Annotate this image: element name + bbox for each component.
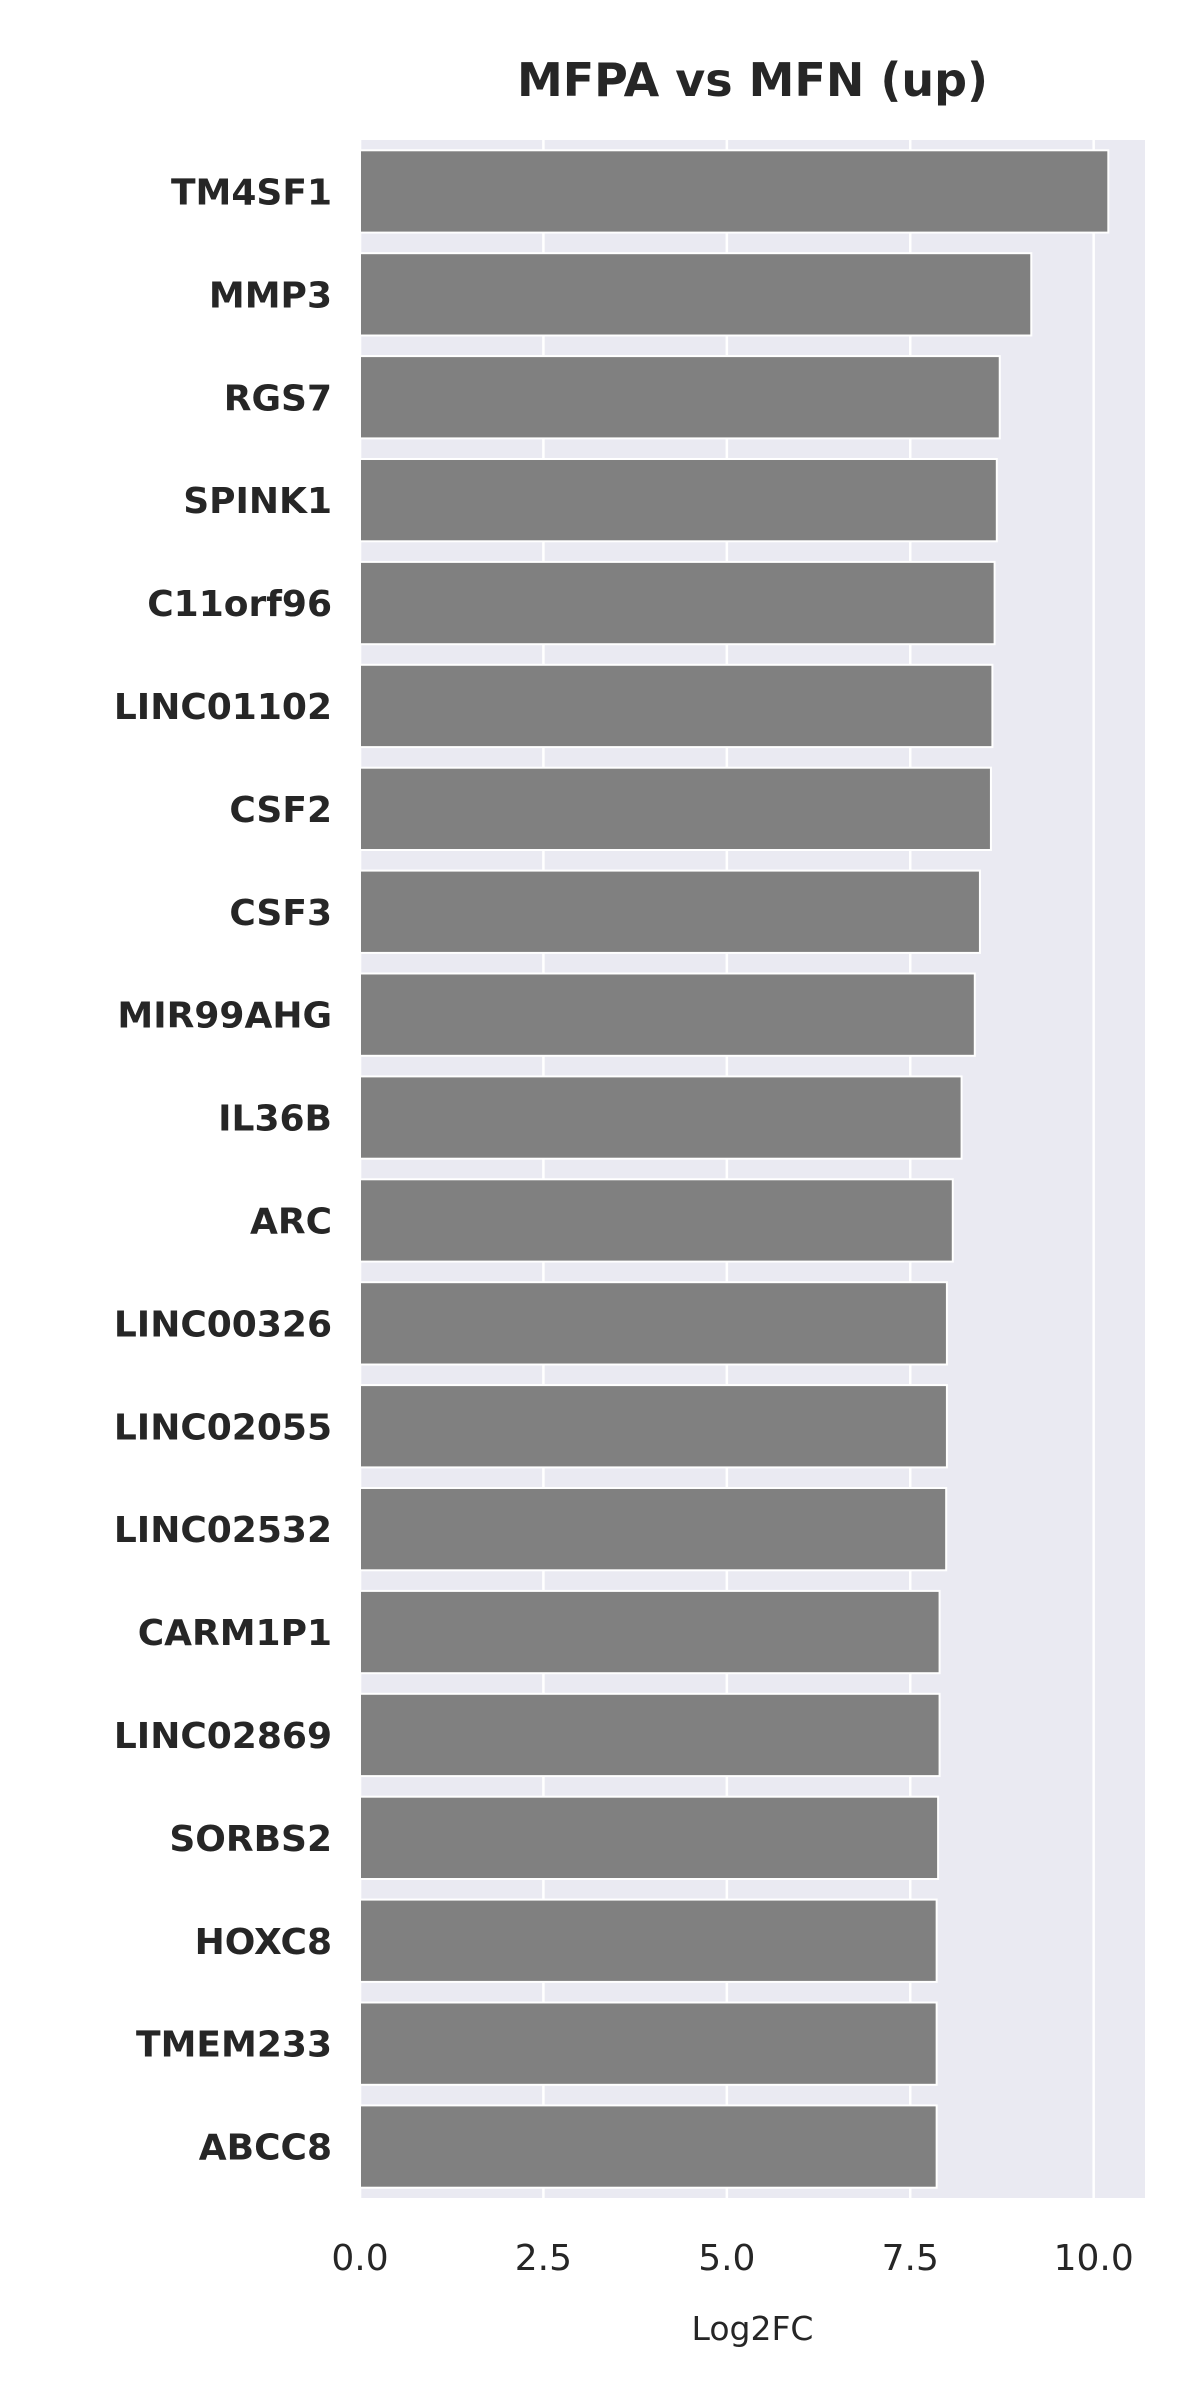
category-label: LINC02869: [114, 1716, 332, 1757]
category-label: MMP3: [209, 275, 332, 316]
category-label: CARM1P1: [138, 1613, 332, 1654]
bar: [359, 252, 1033, 337]
bar: [359, 355, 1001, 440]
bar: [359, 663, 994, 749]
category-label: IL36B: [218, 1099, 332, 1140]
bar: [359, 766, 992, 852]
chart-title: MFPA vs MFN (up): [517, 53, 988, 107]
category-label: ABCC8: [199, 2128, 332, 2169]
category-label: LINC00326: [114, 1304, 332, 1345]
x-axis-label: Log2FC: [692, 2309, 814, 2348]
bar: [359, 1178, 954, 1263]
x-tick-label: 5.0: [698, 2238, 755, 2279]
category-label: MIR99AHG: [117, 996, 332, 1037]
bar: [359, 1692, 941, 1778]
category-label: C11orf96: [147, 584, 332, 625]
category-label: LINC02532: [114, 1510, 332, 1551]
category-label: CSF2: [229, 790, 332, 831]
category-label: RGS7: [224, 378, 332, 419]
category-label: TM4SF1: [171, 172, 332, 213]
bar: [359, 1898, 938, 1983]
bar: [359, 1075, 963, 1160]
bar: [359, 2001, 938, 2086]
bar: [359, 2104, 938, 2189]
x-tick-labels: 0.0 2.5 5.0 7.5 10.0: [331, 2238, 1133, 2279]
bar: [359, 1384, 948, 1469]
category-label: CSF3: [229, 893, 332, 934]
category-labels: TM4SF1 MMP3 RGS7 SPINK1 C11orf96 LINC01102 CSF…: [114, 172, 332, 2168]
category-label: SORBS2: [169, 1819, 332, 1860]
bar: [359, 869, 981, 954]
bar: [359, 560, 996, 646]
category-label: ARC: [250, 1201, 332, 1242]
category-label: HOXC8: [195, 1922, 332, 1963]
x-tick-label: 2.5: [515, 2238, 572, 2279]
category-label: SPINK1: [183, 481, 332, 522]
category-label: LINC01102: [114, 687, 332, 728]
bars: [359, 149, 1110, 2189]
bar: [359, 972, 976, 1057]
bar: [359, 1589, 941, 1675]
x-tick-label: 0.0: [331, 2238, 388, 2279]
category-label: TMEM233: [136, 2025, 332, 2066]
bar: [359, 149, 1110, 234]
bar: [359, 457, 998, 543]
x-tick-label: 7.5: [882, 2238, 939, 2279]
bar: [359, 1486, 948, 1572]
bar: [359, 1281, 948, 1366]
category-label: LINC02055: [114, 1407, 332, 1448]
bar: [359, 1795, 940, 1881]
x-tick-label: 10.0: [1054, 2238, 1134, 2279]
plot-background: [360, 140, 1145, 2198]
